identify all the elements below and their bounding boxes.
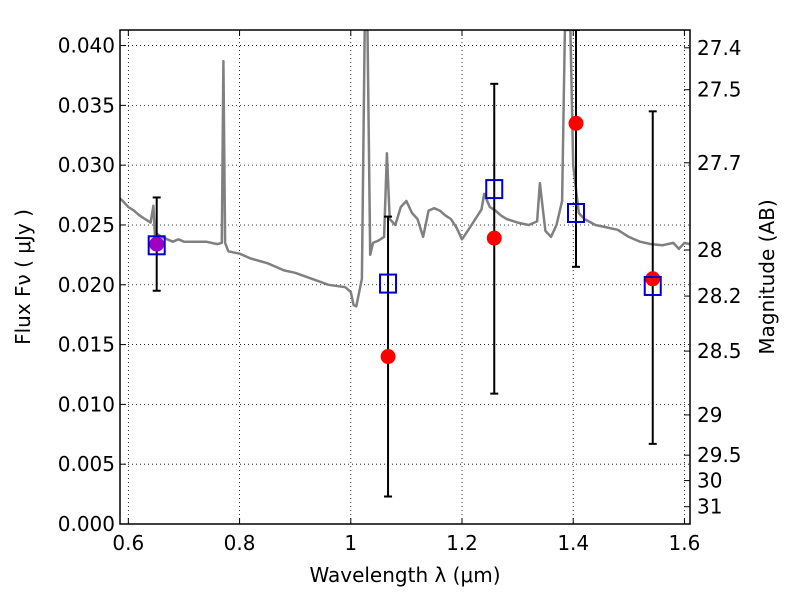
x-axis-ticks: 0.6 0.8 1 1.2 1.4 1.6 [112,30,700,555]
x-tick-label: 1.2 [446,531,478,555]
y-tick-label: 0.025 [58,213,115,237]
squares-layer [147,179,662,296]
y2-tick-label: 30 [697,469,722,493]
y-tick-label: 0.000 [58,512,115,536]
y2-tick-label: 28.2 [697,284,742,308]
y2-tick-label: 29 [697,403,722,427]
y-tick-label: 0.035 [58,93,115,117]
y2-tick-label: 31 [697,495,722,519]
model-square [567,203,585,224]
plot-background [120,30,690,524]
observed-point [380,349,396,365]
x-tick-label: 1.6 [669,531,701,555]
model-square [379,273,398,294]
y2-tick-label: 28 [697,238,722,262]
y-tick-label: 0.005 [58,452,115,476]
x-tick-label: 1 [344,531,357,555]
plot-frame [119,29,691,525]
observed-point [149,236,165,252]
y2-tick-label: 27.5 [697,78,742,102]
y-tick-label: 0.010 [58,392,115,416]
x-tick-label: 1.4 [557,531,589,555]
y2-tick-label: 27.4 [697,36,742,60]
y-axis-label: Flux Fν ( μJy ) [11,209,35,345]
model-square [643,275,662,296]
x-axis-label: Wavelength λ (μm) [309,563,500,587]
model-square [147,235,166,256]
y2-tick-label: 29.5 [697,443,742,467]
x-tick-label: 0.6 [112,531,144,555]
y-tick-label: 0.020 [58,273,115,297]
y-tick-label: 0.040 [58,34,115,58]
y2-tick-label: 28.5 [697,339,742,363]
y2-axis-label: Magnitude (AB) [755,199,779,354]
spectrum-layer [120,30,690,308]
y2-tick-label: 27.7 [697,151,742,175]
points-layer [149,115,661,365]
y-tick-label: 0.015 [58,333,115,357]
spectrum-line [120,30,690,308]
observed-point [568,115,584,131]
model-square [485,179,504,200]
observed-point [645,271,661,287]
y-axis-ticks: 0.000 0.005 0.010 0.015 0.020 0.025 0.030 0.035… [58,34,126,536]
y-tick-label: 0.030 [58,153,115,177]
observed-point [486,230,502,246]
x-tick-label: 0.8 [224,531,256,555]
